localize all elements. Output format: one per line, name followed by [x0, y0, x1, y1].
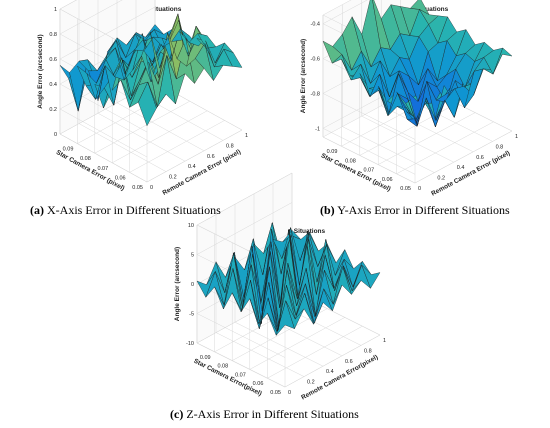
y-tick-label: 0.06 [253, 381, 264, 387]
caption-c-text: Z-Axis Error in Different Situations [186, 407, 359, 421]
x-gridline [322, 15, 416, 184]
tick-labels: 0 0.2 0.4 0.6 0.8 1 0.05 0.06 0.07 0.08 0.09 -1 -0.8… [311, 22, 519, 192]
z-axis-label: Angle Error (arcsecond) [37, 34, 44, 108]
surface-face [223, 48, 243, 68]
z-tick-label: -5 [189, 312, 194, 318]
caption-b-label: (b) [320, 203, 335, 217]
z-tick-label: -0.8 [311, 91, 320, 97]
y-tick-label: 0.07 [363, 168, 374, 174]
z-tick-label: -0.4 [311, 22, 320, 28]
caption-c: (c) Z-Axis Error in Different Situations [170, 407, 359, 422]
x-tick-label: 0.2 [307, 380, 315, 386]
x-gridline [234, 204, 324, 367]
y-tick-label: 0.09 [63, 147, 74, 153]
surface-face [492, 47, 513, 75]
x-tick-label: 1 [383, 338, 386, 344]
x-tick-label: 0.8 [496, 144, 504, 150]
z-tick-label: 0.2 [49, 107, 57, 113]
tick-labels: 0 0.2 0.4 0.6 0.8 1 0.05 0.06 0.07 0.08 0.09 -10 -5 0… [186, 223, 386, 396]
x-gridline [196, 225, 286, 388]
y-tick-label: 0.06 [382, 177, 393, 183]
z-tick-label: -10 [186, 341, 194, 347]
z-axis-label: Angle Error (arcsecond) [174, 247, 181, 321]
caption-a-label: (a) [30, 203, 44, 217]
x-tick-label: 0.4 [188, 164, 196, 170]
z-tick-label: 10 [188, 223, 194, 229]
x-tick-label: 0 [150, 185, 153, 191]
x-gridline [215, 214, 305, 377]
surface [59, 13, 243, 126]
z-tick-label: 0.4 [49, 82, 57, 88]
z-tick-label: 0.6 [49, 57, 57, 63]
y-tick-label: 0.09 [327, 149, 338, 155]
z-tick-label: 0.8 [49, 32, 57, 38]
x-tick-label: 0.4 [457, 165, 465, 171]
x-tick-label: 1 [245, 133, 248, 139]
x-gridline [78, 0, 167, 172]
z-tick-label: 0 [191, 282, 194, 288]
x-tick-label: 0.6 [476, 155, 484, 161]
x-tick-label: 0.4 [326, 369, 334, 375]
y-tick-label: 0.05 [132, 185, 143, 191]
z-tick-label: 5 [191, 253, 194, 259]
z-tick-label: -1 [315, 126, 320, 132]
chart-x-axis-error-svg: X Axis Error in Different Situations00.2… [37, 0, 248, 197]
chart-z-axis-error-svg: Z Axis Error in Different Situations00.2… [174, 172, 386, 401]
caption-c-label: (c) [170, 407, 184, 421]
tick-labels: 0 0.2 0.4 0.6 0.8 1 0.05 0.06 0.07 0.08 0.09 0 0.2 0.… [49, 7, 248, 191]
caption-a-text: X-Axis Error in Different Situations [47, 203, 221, 217]
y-tick-label: 0.08 [217, 364, 228, 370]
z-tick-label: -0.6 [311, 57, 320, 63]
x-tick-label: 0.6 [345, 359, 353, 365]
surface-face [361, 264, 381, 289]
y-tick-label: 0.08 [80, 156, 91, 162]
y-tick-label: 0.09 [200, 355, 211, 361]
y-tick-label: 0.05 [270, 390, 281, 396]
y-tick-label: 0.06 [115, 175, 126, 181]
caption-b: (b) Y-Axis Error in Different Situations [320, 203, 510, 218]
x-gridline [116, 0, 205, 152]
z-tick-label: 0 [54, 132, 57, 138]
chart-z-axis-error: Z Axis Error in Different Situations00.2… [137, 172, 412, 402]
x-tick-label: 0.2 [169, 175, 177, 181]
x-tick-label: 0 [418, 186, 421, 192]
y-tick-label: 0.05 [400, 186, 411, 192]
x-tick-label: 0.8 [226, 143, 234, 149]
chart-y-axis-error-svg: Y Axis Error in Different Situations00.2… [300, 0, 519, 198]
surface [196, 222, 381, 336]
caption-a: (a) X-Axis Error in Different Situations [30, 203, 221, 218]
chart-x-axis-error: X Axis Error in Different Situations00.2… [0, 0, 275, 198]
y-tick-label: 0.07 [97, 166, 108, 172]
x-gridline [97, 0, 186, 162]
x-tick-label: 0.6 [207, 154, 215, 160]
z-axis-label: Angle Error (arcsecond) [300, 39, 307, 113]
y-tick-label: 0.07 [235, 372, 246, 378]
caption-b-text: Y-Axis Error in Different Situations [337, 203, 510, 217]
x-tick-label: 0 [288, 390, 291, 396]
x-tick-label: 1 [515, 134, 518, 140]
z-tick-label: 1 [54, 7, 57, 13]
x-tick-label: 0.8 [364, 348, 372, 354]
surface [322, 0, 513, 128]
chart-y-axis-error: Y Axis Error in Different Situations00.2… [275, 0, 550, 198]
y-tick-label: 0.08 [345, 158, 356, 164]
x-tick-label: 0.2 [437, 176, 445, 182]
x-gridline [59, 9, 148, 183]
